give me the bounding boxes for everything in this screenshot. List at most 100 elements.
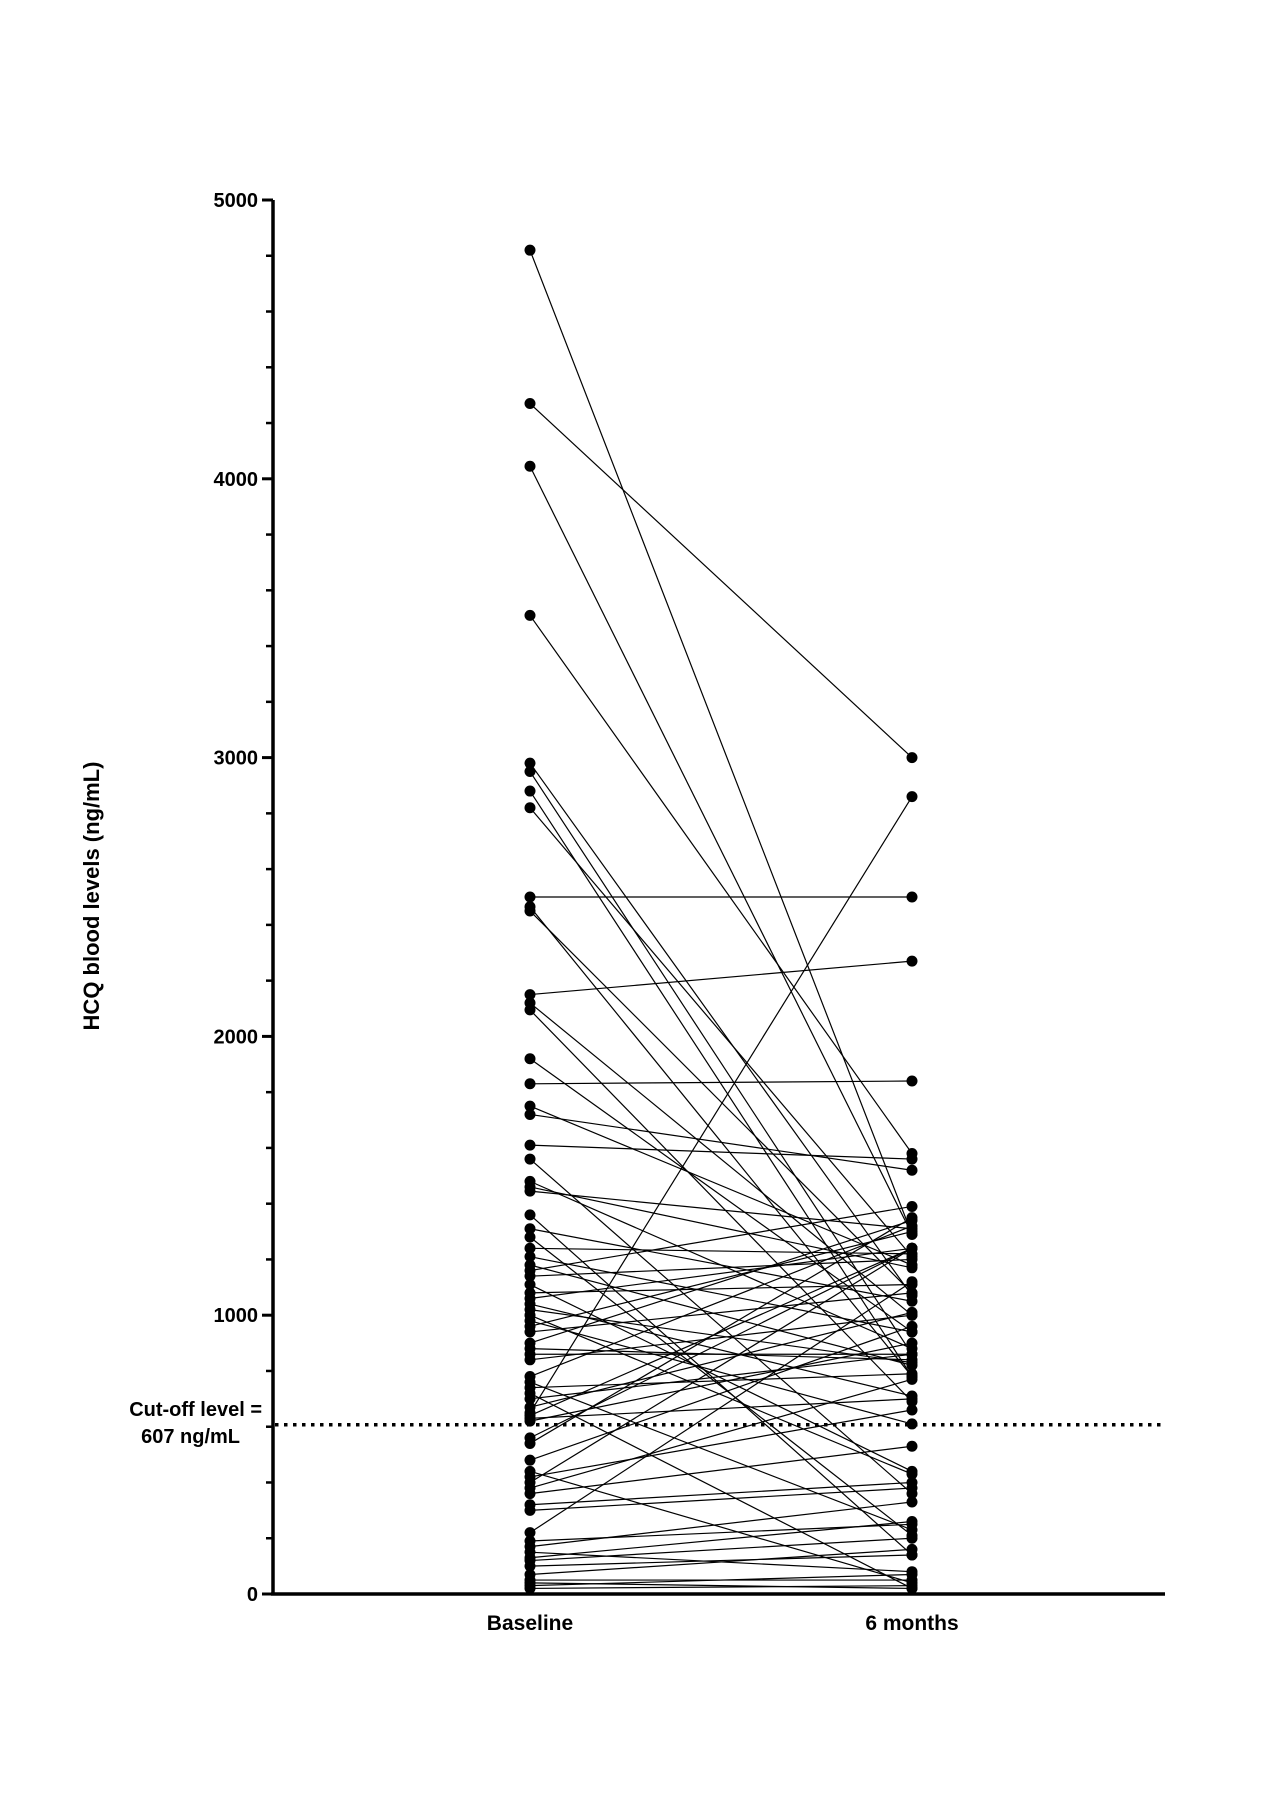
six-month-point <box>906 1075 918 1087</box>
paired-series-points <box>524 244 918 1594</box>
cutoff-label-line: 607 ng/mL <box>141 1426 240 1448</box>
subject-line <box>529 1247 913 1483</box>
x-tick-label: 6 months <box>865 1612 958 1635</box>
y-axis-tick-labels: 0 1000 2000 3000 4000 5000 <box>214 190 259 1606</box>
baseline-point <box>524 1100 536 1112</box>
y-axis-label: HCQ blood levels (ng/mL) <box>79 762 104 1031</box>
six-month-point <box>906 1287 918 1299</box>
six-month-point <box>906 1373 918 1385</box>
subject-line <box>529 615 913 1154</box>
baseline-point <box>524 1527 536 1539</box>
subject-line <box>529 1487 913 1511</box>
baseline-point <box>524 989 536 1001</box>
subject-line <box>529 1378 913 1489</box>
subject-line <box>529 790 913 1377</box>
subject-line <box>529 762 913 1297</box>
baseline-point <box>524 757 536 769</box>
six-month-point <box>906 1306 918 1318</box>
y-tick-label: 4000 <box>214 469 259 491</box>
subject-line <box>529 1311 913 1408</box>
subject-line <box>529 1481 913 1506</box>
subject-line <box>529 1501 913 1548</box>
subject-line <box>529 1537 913 1562</box>
subject-line <box>529 1283 913 1294</box>
subject-line <box>529 1303 913 1397</box>
baseline-point <box>524 802 536 814</box>
six-month-point <box>906 1496 918 1508</box>
six-month-point <box>906 891 918 903</box>
six-month-point <box>906 1568 918 1580</box>
subject-line <box>529 1470 913 1584</box>
baseline-point <box>524 1454 536 1466</box>
subject-line <box>529 1409 913 1478</box>
subject-line <box>529 1113 913 1171</box>
subject-line <box>529 1585 913 1590</box>
baseline-point <box>524 1560 536 1572</box>
subject-line <box>529 1281 913 1534</box>
six-month-point <box>906 1482 918 1494</box>
subject-line <box>529 1186 913 1269</box>
baseline-point <box>524 1582 536 1594</box>
six-month-point <box>906 1212 918 1224</box>
six-month-point <box>906 1543 918 1555</box>
baseline-point <box>524 1415 536 1427</box>
subject-line <box>529 1009 913 1403</box>
six-month-point <box>906 791 918 803</box>
baseline-point <box>524 1108 536 1120</box>
six-month-point <box>906 1393 918 1405</box>
baseline-point <box>524 1078 536 1090</box>
cutoff-label-line: Cut-off level = <box>129 1399 262 1421</box>
cutoff-reference: Cut-off level = 607 ng/mL <box>129 1399 1165 1448</box>
subject-line <box>529 249 913 1235</box>
baseline-point <box>524 1504 536 1516</box>
six-month-point <box>906 1418 918 1430</box>
six-month-point <box>906 1242 918 1254</box>
subject-line <box>529 1320 913 1425</box>
subject-line <box>529 1325 913 1461</box>
six-month-point <box>906 1200 918 1212</box>
subject-line <box>529 1080 913 1085</box>
baseline-point <box>524 1004 536 1016</box>
subject-line <box>529 771 913 1355</box>
subject-line <box>529 1258 913 1277</box>
subject-line <box>529 1283 913 1472</box>
x-tick-label: Baseline <box>487 1612 573 1635</box>
subject-line <box>529 1214 913 1556</box>
subject-line <box>529 1381 913 1531</box>
baseline-point <box>524 1185 536 1197</box>
six-month-point <box>906 1320 918 1332</box>
subject-line <box>529 1217 913 1444</box>
y-tick-label: 2000 <box>214 1026 259 1048</box>
baseline-point <box>524 766 536 778</box>
baseline-point <box>524 1488 536 1500</box>
x-axis-tick-labels: Baseline 6 months <box>487 1612 959 1635</box>
paired-series-lines <box>529 249 913 1590</box>
six-month-point <box>906 1440 918 1452</box>
subject-line <box>529 1314 913 1475</box>
y-tick-label: 5000 <box>214 190 259 212</box>
subject-line <box>529 1205 913 1272</box>
subject-line <box>529 1445 913 1495</box>
subject-line <box>529 403 913 759</box>
six-month-point <box>906 1153 918 1165</box>
subject-line <box>529 1292 913 1333</box>
subject-line <box>529 1554 913 1567</box>
six-month-point <box>906 1404 918 1416</box>
subject-line <box>529 1144 913 1160</box>
baseline-point <box>524 244 536 256</box>
baseline-point <box>524 1270 536 1282</box>
subject-line <box>529 1219 913 1344</box>
y-tick-label: 0 <box>247 1584 258 1606</box>
baseline-point <box>524 1053 536 1065</box>
six-month-point <box>906 1253 918 1265</box>
subject-line <box>529 910 913 1294</box>
six-month-point <box>906 1337 918 1349</box>
subject-line <box>529 465 913 1235</box>
baseline-point <box>524 905 536 917</box>
baseline-point <box>524 1139 536 1151</box>
subject-line <box>529 1548 913 1576</box>
subject-line <box>529 1190 913 1230</box>
axes <box>271 200 1165 1596</box>
subject-line <box>529 1158 913 1495</box>
